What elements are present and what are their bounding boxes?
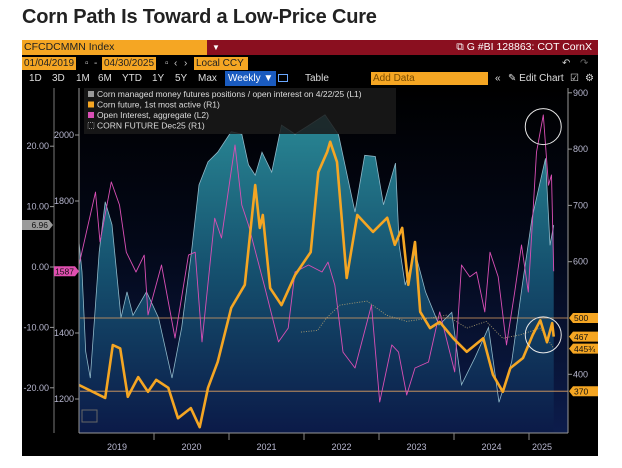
date-bar: 01/04/2019 ▫ - 04/30/2025 ▫ ‹ › Local CC… [22, 56, 598, 71]
range-max[interactable]: Max [198, 73, 217, 84]
legend-box [84, 88, 396, 134]
l1-tick-label: 20.00 [26, 141, 49, 151]
security-bar: CFCDCMMN Index ▼ ⧉ G #BI 128863: COT Cor… [22, 40, 598, 55]
range-1y[interactable]: 1Y [152, 73, 165, 84]
gear-icon[interactable]: ⚙ [585, 73, 594, 84]
range-ytd[interactable]: YTD [122, 73, 142, 84]
last-value-corn-future: 467 [569, 331, 598, 342]
series-line-dec25 [300, 300, 555, 349]
annotation-circle [524, 316, 562, 354]
legend-entry: Open Interest, aggregate (L2) [97, 110, 209, 120]
frequency-select[interactable]: Weekly ▼ [225, 71, 277, 86]
line-chart-icon[interactable] [278, 74, 288, 82]
range-1m[interactable]: 1M [76, 73, 90, 84]
prev-arrow-icon[interactable]: ‹ [174, 58, 178, 69]
next-arrow-icon[interactable]: › [184, 58, 188, 69]
r1-tick-label: 600 [573, 257, 588, 267]
annotation-circle [524, 108, 562, 146]
series-area-managed-money [79, 114, 554, 434]
series-line-open-interest [78, 114, 555, 403]
ticker-input[interactable]: CFCDCMMN Index [22, 40, 207, 55]
reference-line-label: 500 [569, 313, 598, 323]
annotate-icon[interactable]: ☑ [570, 73, 579, 84]
legend-entry: Corn future, 1st most active (R1) [97, 100, 220, 110]
pencil-icon: ✎ [508, 73, 517, 84]
l2-tick-label: 2000 [54, 130, 74, 140]
x-tick-label: 2019 [107, 442, 127, 452]
last-value-dec25: 445¾ [569, 343, 598, 354]
x-tick-label: 2020 [181, 442, 201, 452]
calendar-icon[interactable]: ▫ [85, 58, 89, 69]
add-data-input[interactable]: Add Data [371, 72, 488, 85]
svg-text:1587: 1587 [55, 266, 74, 276]
table-button[interactable]: Table [305, 73, 329, 84]
x-tick-label: 2024 [481, 442, 501, 452]
x-tick-label: 2023 [406, 442, 426, 452]
range-1d[interactable]: 1D [29, 73, 42, 84]
legend-swatch [88, 101, 94, 108]
collapse-icon[interactable]: « [495, 73, 501, 84]
x-tick-label: 2022 [331, 442, 351, 452]
l1-tick-label: -20.00 [23, 383, 49, 393]
undo-icon[interactable]: ↶ [562, 58, 571, 69]
export-icon[interactable]: ⧉ [456, 41, 467, 53]
legend-entry: Corn managed money futures positions / o… [97, 89, 362, 99]
legend-swatch [87, 122, 95, 129]
svg-text:6.96: 6.96 [31, 220, 48, 230]
r1-tick-label: 900 [573, 88, 588, 98]
x-tick-label: 2021 [256, 442, 276, 452]
reference-line-label: 370 [569, 386, 598, 396]
l1-tick-label: -10.00 [23, 322, 49, 332]
toolbar: 1D 3D 1M 6M YTD 1Y 5Y Max Weekly ▼ Table… [22, 71, 598, 86]
l2-tick-label: 1400 [54, 328, 74, 338]
r1-tick-label: 700 [573, 200, 588, 210]
range-5y[interactable]: 5Y [175, 73, 188, 84]
start-date-input[interactable]: 01/04/2019 [22, 57, 77, 70]
last-value-open-interest: 1587 [54, 266, 79, 276]
x-tick-label: 2025 [532, 442, 552, 452]
svg-text:500: 500 [574, 313, 588, 323]
l1-tick-label: 10.00 [26, 202, 49, 212]
l2-tick-label: 1800 [54, 196, 74, 206]
svg-text:370: 370 [574, 386, 588, 396]
chart-type-icon[interactable] [81, 409, 98, 423]
range-3d[interactable]: 3D [52, 73, 65, 84]
graph-title: G #BI 128863: COT CornX [466, 41, 592, 53]
l2-tick-label: 1200 [54, 394, 74, 404]
series-line-corn-future [78, 140, 555, 429]
l1-tick-label: 0.00 [31, 262, 49, 272]
currency-select[interactable]: Local CCY [194, 57, 248, 70]
end-date-input[interactable]: 04/30/2025 [102, 57, 157, 70]
page-title: Corn Path Is Toward a Low-Price Cure [22, 6, 377, 28]
legend-swatch [88, 91, 94, 97]
legend-swatch [88, 112, 94, 118]
svg-text:445¾: 445¾ [574, 344, 596, 354]
range-6m[interactable]: 6M [98, 73, 112, 84]
filter-dropdown-icon[interactable]: ▼ [212, 43, 220, 52]
edit-chart-button[interactable]: ✎ Edit Chart [508, 71, 564, 86]
calendar-icon[interactable]: ▫ [165, 58, 169, 69]
r1-tick-label: 400 [573, 369, 588, 379]
edit-chart-label: Edit Chart [519, 73, 564, 84]
svg-text:467: 467 [574, 332, 588, 342]
last-value-managed-money: 6.96 [22, 219, 53, 230]
r1-tick-label: 800 [573, 144, 588, 154]
redo-icon[interactable]: ↷ [580, 58, 589, 69]
date-separator: - [94, 58, 98, 69]
legend-entry: CORN FUTURE Dec25 (R1) [97, 121, 205, 131]
